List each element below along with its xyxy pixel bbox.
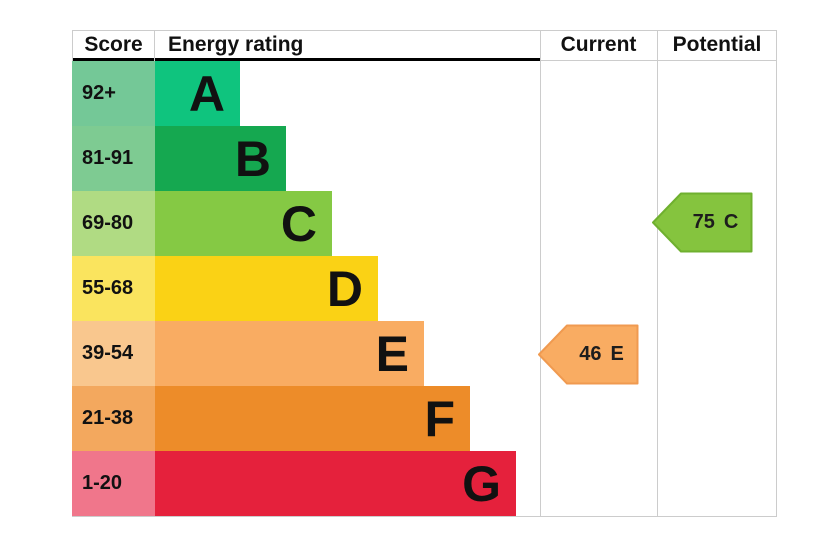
current-rating-arrow: 46 E [538,324,639,385]
score-range-label: 55-68 [82,277,134,299]
score-range-label: 92+ [82,82,116,104]
rating-bar-e: E [155,321,424,386]
table-left-border [72,30,73,61]
rating-letter-e: E [375,325,409,382]
current-band-letter: E [610,343,624,365]
table-bottom-border [72,516,777,517]
rating-bar-b: B [155,126,286,191]
left-arrow-shape [538,324,639,385]
score-range-label: 39-54 [82,342,134,364]
table-right-border [776,30,777,516]
score-rating-divider [154,30,155,61]
header-underline-right [540,60,777,61]
current-potential-divider [657,30,658,516]
score-range-label: 81-91 [82,147,134,169]
rating-current-divider [540,30,541,516]
rating-letter-c: C [280,195,317,252]
current-arrow-polygon [538,324,639,385]
rating-letter-b: B [234,130,271,187]
energy-rating-column-header: Energy rating [168,33,304,56]
potential-rating-arrow: 75 C [652,192,753,253]
rating-letter-d: D [326,260,363,317]
potential-arrow-polygon [652,192,753,253]
rating-bar-g: G [155,451,516,516]
score-cell-c: 69-80 [72,191,155,256]
rating-bar-a: A [155,61,240,126]
potential-score-value: 75 [692,211,715,233]
score-cell-b: 81-91 [72,126,155,191]
potential-arrow-label: 75 C [652,192,753,253]
potential-band-letter: C [723,211,739,233]
left-arrow-shape [652,192,753,253]
rating-bar-f: F [155,386,470,451]
table-top-border [72,30,777,31]
rating-letter-g: G [462,455,501,512]
rating-bar-d: D [155,256,378,321]
rating-letter-f: F [424,390,455,447]
current-score-value: 46 [579,343,602,365]
rating-bar-c: C [155,191,332,256]
rating-letter-a: A [188,65,225,122]
score-cell-a: 92+ [72,61,155,126]
score-cell-f: 21-38 [72,386,155,451]
score-cell-e: 39-54 [72,321,155,386]
potential-column-header: Potential [672,33,762,56]
score-range-label: 69-80 [82,212,134,234]
score-range-label: 1-20 [82,472,123,494]
current-column-header: Current [560,33,637,56]
current-arrow-label: 46 E [538,324,639,385]
score-cell-g: 1-20 [72,451,155,516]
header-underline [72,58,540,61]
score-column-header: Score [84,33,143,56]
score-range-label: 21-38 [82,407,134,429]
score-cell-d: 55-68 [72,256,155,321]
